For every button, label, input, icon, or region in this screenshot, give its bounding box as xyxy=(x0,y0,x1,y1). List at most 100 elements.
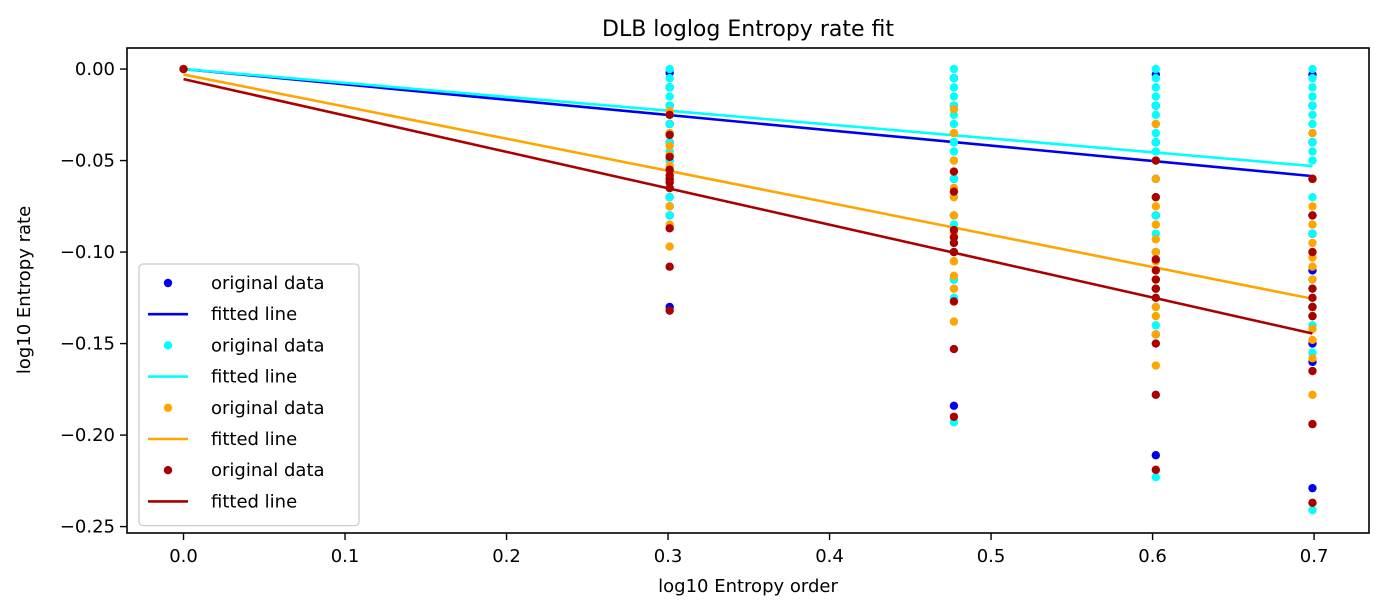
data-point xyxy=(1151,361,1161,370)
data-point xyxy=(1151,247,1161,257)
data-point xyxy=(1308,247,1317,257)
legend-entry: original data xyxy=(163,398,325,419)
data-point xyxy=(1308,92,1317,101)
legend-label: fitted line xyxy=(211,304,297,325)
data-point xyxy=(665,202,674,211)
data-point xyxy=(949,167,959,176)
data-point xyxy=(949,128,959,138)
data-point xyxy=(1308,83,1317,92)
plot-area xyxy=(179,64,1317,515)
legend-marker xyxy=(163,466,173,475)
legend-label: original data xyxy=(211,335,325,356)
y-tick-label: −0.15 xyxy=(60,334,115,355)
data-point xyxy=(1151,330,1161,339)
fitted-line xyxy=(183,67,1313,178)
data-point xyxy=(1308,156,1317,165)
data-point xyxy=(949,225,959,235)
data-point xyxy=(1308,119,1317,129)
x-tick-label: 0.3 xyxy=(654,546,683,567)
data-point xyxy=(665,110,674,120)
data-point xyxy=(1151,390,1161,400)
data-point xyxy=(949,401,959,410)
legend-label: fitted line xyxy=(211,367,297,388)
data-point xyxy=(949,317,959,326)
series-5 xyxy=(183,73,1313,301)
data-point xyxy=(1308,192,1317,202)
data-point xyxy=(949,156,959,165)
series-1 xyxy=(183,67,1313,178)
data-point xyxy=(1308,174,1317,184)
data-point xyxy=(1151,128,1161,138)
legend-entry: fitted line xyxy=(148,429,297,450)
data-point xyxy=(665,306,674,315)
y-axis-label: log10 Entropy rate xyxy=(14,206,35,374)
data-point xyxy=(665,130,674,140)
data-point xyxy=(949,83,959,92)
data-point xyxy=(1151,174,1161,184)
data-point xyxy=(1308,220,1317,229)
data-point xyxy=(1308,390,1317,400)
data-point xyxy=(1151,74,1161,83)
data-point xyxy=(1308,335,1317,345)
data-point xyxy=(949,74,959,83)
data-point xyxy=(665,83,674,92)
legend-entry: fitted line xyxy=(148,304,297,325)
data-point xyxy=(665,152,674,162)
legend-entry: original data xyxy=(163,273,325,294)
fitted-line xyxy=(183,67,1313,168)
data-point xyxy=(1151,192,1161,202)
data-point xyxy=(1308,138,1317,147)
legend-entry: fitted line xyxy=(148,491,297,512)
legend-label: fitted line xyxy=(211,429,297,450)
data-point xyxy=(665,224,674,233)
data-point xyxy=(1308,238,1317,248)
data-point xyxy=(1308,354,1317,363)
y-tick-label: −0.25 xyxy=(60,517,115,538)
data-point xyxy=(1151,235,1161,244)
x-tick-label: 0.6 xyxy=(1138,546,1167,567)
data-point xyxy=(949,174,959,184)
data-point xyxy=(1151,284,1161,293)
data-point xyxy=(1308,64,1317,74)
data-point xyxy=(1151,119,1161,129)
data-point xyxy=(1151,275,1161,284)
data-point xyxy=(1308,211,1317,220)
legend-label: original data xyxy=(211,273,325,294)
series-7 xyxy=(183,77,1313,335)
axes: 0.0 0.1 0.2 0.3 0.4 0.5 0.6 0.7 0.00 −0.05 −0.10 −0… xyxy=(60,47,1370,567)
y-tick-label: −0.20 xyxy=(60,425,115,446)
y-tick-label: −0.05 xyxy=(60,151,115,172)
data-point xyxy=(1151,472,1161,482)
data-point xyxy=(1151,156,1161,165)
fitted-line xyxy=(183,77,1313,335)
data-point xyxy=(665,242,674,251)
axes-frame xyxy=(126,47,1370,534)
chart-title: DLB loglog Entropy rate fit xyxy=(602,17,894,42)
data-point xyxy=(1308,110,1317,120)
data-point xyxy=(1308,275,1317,284)
data-point xyxy=(1151,211,1161,220)
data-point xyxy=(1151,266,1161,275)
data-point xyxy=(949,138,959,147)
data-point xyxy=(1151,110,1161,120)
data-point xyxy=(949,271,959,281)
data-point xyxy=(179,64,188,74)
x-tick-label: 0.4 xyxy=(815,546,844,567)
legend-entry: original data xyxy=(163,335,325,356)
data-point xyxy=(1151,339,1161,348)
data-point xyxy=(1151,451,1161,460)
data-point xyxy=(1308,202,1317,211)
data-point xyxy=(1308,324,1317,334)
data-point xyxy=(1151,220,1161,229)
x-tick-label: 0.5 xyxy=(977,546,1006,567)
legend-label: original data xyxy=(211,460,325,481)
data-point xyxy=(1151,302,1161,312)
series-6 xyxy=(179,64,1317,507)
data-point xyxy=(1308,101,1317,110)
x-tick-label: 0.7 xyxy=(1300,546,1329,567)
data-point xyxy=(1308,366,1317,376)
data-point xyxy=(949,147,959,156)
legend-entry: fitted line xyxy=(148,367,297,388)
data-point xyxy=(1151,101,1161,110)
legend-label: original data xyxy=(211,398,325,419)
